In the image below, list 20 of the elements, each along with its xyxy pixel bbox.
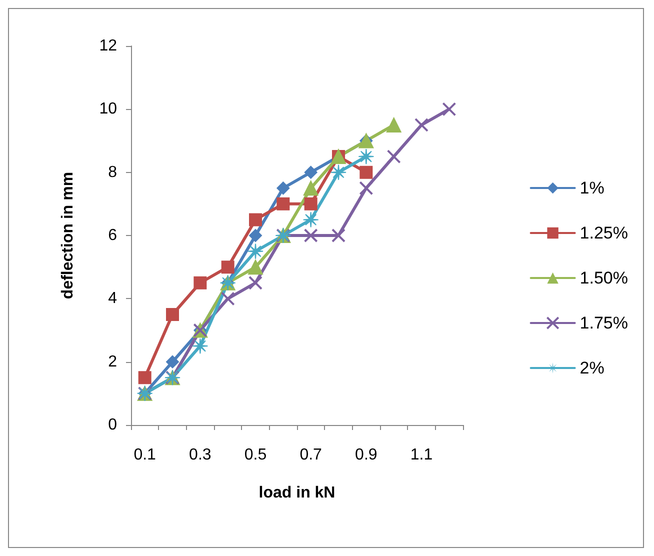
legend-label: 1.25% — [580, 224, 628, 242]
x-tick-label: 0.5 — [244, 446, 267, 464]
x-tick-label: 0.3 — [189, 446, 212, 464]
legend-label: 1% — [580, 178, 604, 198]
legend-label: 2% — [580, 358, 604, 378]
y-tick-label: 0 — [108, 416, 118, 434]
x-tick-label: 1.1 — [410, 446, 433, 464]
y-tick-label: 2 — [108, 353, 118, 370]
y-axis-title: deflection in mm — [60, 172, 76, 300]
x-tick-label: 0.7 — [300, 446, 322, 464]
x-tick-label: 0.1 — [134, 446, 156, 464]
x-axis-title: load in kN — [258, 484, 336, 502]
y-tick-label: 8 — [108, 164, 118, 181]
y-tick-label: 10 — [99, 100, 118, 118]
y-tick-label: 12 — [99, 38, 118, 54]
y-tick-label: 4 — [108, 290, 118, 308]
legend-label: 1.50% — [580, 268, 628, 288]
x-tick-label: 0.9 — [355, 446, 378, 464]
legend-label: 1.75% — [580, 314, 628, 332]
y-tick-label: 6 — [108, 227, 118, 244]
